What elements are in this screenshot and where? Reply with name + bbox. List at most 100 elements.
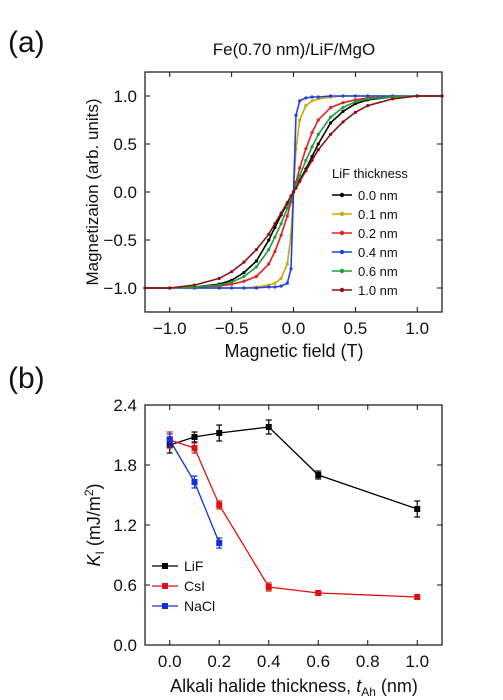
panel-a-y-axis-label: Magnetizaion (arb. units) <box>83 98 102 285</box>
panel-a-legend-items: 0.0 nm 0.1 nm 0.2 nm 0.4 nm 0.6 nm 1.0 nm <box>332 188 398 298</box>
panel-a-legend-label: 0.0 nm <box>358 188 398 203</box>
panel-a-data-point <box>329 115 333 119</box>
panel-a-data-point <box>310 158 314 162</box>
panel-a-data-point <box>279 276 283 280</box>
panel-a-y-ticks: −1.0 −0.5 0.0 0.5 1.0 <box>103 87 442 298</box>
panel-b-x-tick-label: 0.0 <box>158 652 182 671</box>
panel-a-data-point <box>304 158 308 162</box>
panel-a-data-point <box>316 132 320 136</box>
panel-a-data-point <box>267 232 271 236</box>
panel-a-data-point <box>279 284 283 288</box>
panel-a-data-point <box>267 262 271 266</box>
panel-b-series-line <box>169 439 220 544</box>
panel-a-legend-marker <box>339 287 345 293</box>
panel-b-legend-label: NaCl <box>184 598 215 614</box>
panel-a-data-point <box>310 130 314 135</box>
panel-b-data-point <box>315 472 322 478</box>
panel-b-x-tick-label: 0.8 <box>356 652 380 671</box>
panel-a-y-tick-label: 0.0 <box>113 183 137 202</box>
panel-a-title: Fe(0.70 nm)/LiF/MgO <box>213 40 376 59</box>
panel-a-x-axis-label: Magnetic field (T) <box>224 341 363 361</box>
panel-a-legend-label: 0.2 nm <box>358 226 398 241</box>
panel-a-data-point <box>217 276 221 280</box>
panel-a-legend-marker <box>339 211 345 217</box>
panel-a-y-tick-label: −0.5 <box>103 231 137 250</box>
panel-a-data-point <box>353 110 357 114</box>
panel-b-legend-marker <box>162 603 168 609</box>
panel-a-data-point <box>298 118 302 122</box>
panel-a-data-point <box>285 281 289 285</box>
panel-a-data-point <box>310 95 314 99</box>
panel-a-data-point <box>242 279 246 283</box>
panel-a-y-tick-label: 0.5 <box>113 135 137 154</box>
panel-b-y-tick-label: 0.6 <box>113 576 137 595</box>
panel-b-data-point <box>216 430 223 436</box>
panel-b-x-axis-label: Alkali halide thickness, tAh (nm) <box>170 676 418 699</box>
panel-a-legend-marker <box>339 230 345 236</box>
panel-a-data-point <box>353 94 357 98</box>
panel-a-data-point <box>390 97 395 101</box>
panel-a-data-point <box>230 286 234 290</box>
panel-b-legend-label: CsI <box>184 578 205 594</box>
panel-a-data-point <box>294 186 298 190</box>
panel-b-x-ticks: 0.0 0.2 0.4 0.6 0.8 1.0 <box>158 405 429 671</box>
panel-a-data-point <box>366 94 370 98</box>
panel-b-y-tick-label: 0.0 <box>113 636 137 655</box>
panel-a-data-point <box>298 166 302 170</box>
panel-a-series-1-0-nm <box>143 94 444 290</box>
panel-a-data-point <box>192 283 197 287</box>
panel-a-data-point <box>316 118 320 122</box>
panel-b-series <box>166 419 421 600</box>
panel-a-data-point <box>230 270 234 274</box>
panel-a-data-point <box>304 169 308 173</box>
panel-a-data-point <box>273 225 277 230</box>
panel-a-data-point <box>285 206 289 210</box>
panel-a-data-point <box>279 233 283 237</box>
panel-b-legend: LiF CsI NaCl <box>152 558 215 614</box>
panel-a-data-point <box>168 286 172 290</box>
panel-a-legend-title: LiF thickness <box>332 166 408 181</box>
panel-a-data-point <box>329 94 333 98</box>
panel-a-x-tick-label: −1.0 <box>153 319 187 338</box>
panel-a-legend-label: 0.1 nm <box>358 207 398 222</box>
panel-a-data-point <box>329 105 333 110</box>
panel-a-data-point <box>279 211 283 215</box>
panel-a-data-point <box>230 280 234 284</box>
panel-a-data-point <box>366 97 370 101</box>
panel-a-data-point <box>285 200 289 205</box>
panel-b-data-point <box>414 506 421 512</box>
panel-a-data-point <box>310 145 314 149</box>
panel-a-data-point <box>316 142 320 146</box>
panel-a-data-point <box>254 286 258 290</box>
panel-a-data-point <box>415 94 419 98</box>
panel-a-data-point <box>254 265 258 269</box>
panel-b-series-line <box>169 426 418 510</box>
panel-a-legend-marker <box>339 249 345 255</box>
panel-b-y-ticks: 0.0 0.6 1.2 1.8 2.4 <box>113 396 442 655</box>
panel-a-data-point <box>273 235 277 239</box>
panel-a-data-point <box>366 104 370 108</box>
panel-a-y-tick-label: 1.0 <box>113 87 137 106</box>
panel-a-data-point <box>329 121 333 125</box>
panel-a: (a) Fe(0.70 nm)/LiF/MgO −1.0 −0.5 0.0 0.5 1.… <box>8 26 444 361</box>
panel-a-data-point <box>341 101 345 105</box>
panel-a-data-point <box>242 271 246 275</box>
panel-a-data-point <box>291 190 296 194</box>
panel-a-data-point <box>341 94 345 98</box>
panel-a-data-point <box>310 154 314 159</box>
panel-a-data-point <box>242 286 246 290</box>
panel-b-data-point <box>265 584 272 590</box>
panel-b-series-lif <box>166 419 421 518</box>
panel-b-data-point <box>166 437 173 443</box>
panel-a-legend-marker <box>339 268 345 274</box>
panel-a-data-point <box>267 248 271 252</box>
panel-a-data-point <box>285 214 289 218</box>
panel-b-data-point <box>216 502 223 508</box>
panel-a-data-point <box>304 104 308 108</box>
panel-a-data-point <box>310 99 314 103</box>
panel-a-legend-label: 1.0 nm <box>358 283 398 298</box>
panel-a-data-point <box>341 109 345 113</box>
panel-b-x-tick-label: 0.4 <box>257 652 281 671</box>
panel-b-legend-marker <box>162 563 168 569</box>
panel-a-data-point <box>353 100 357 104</box>
